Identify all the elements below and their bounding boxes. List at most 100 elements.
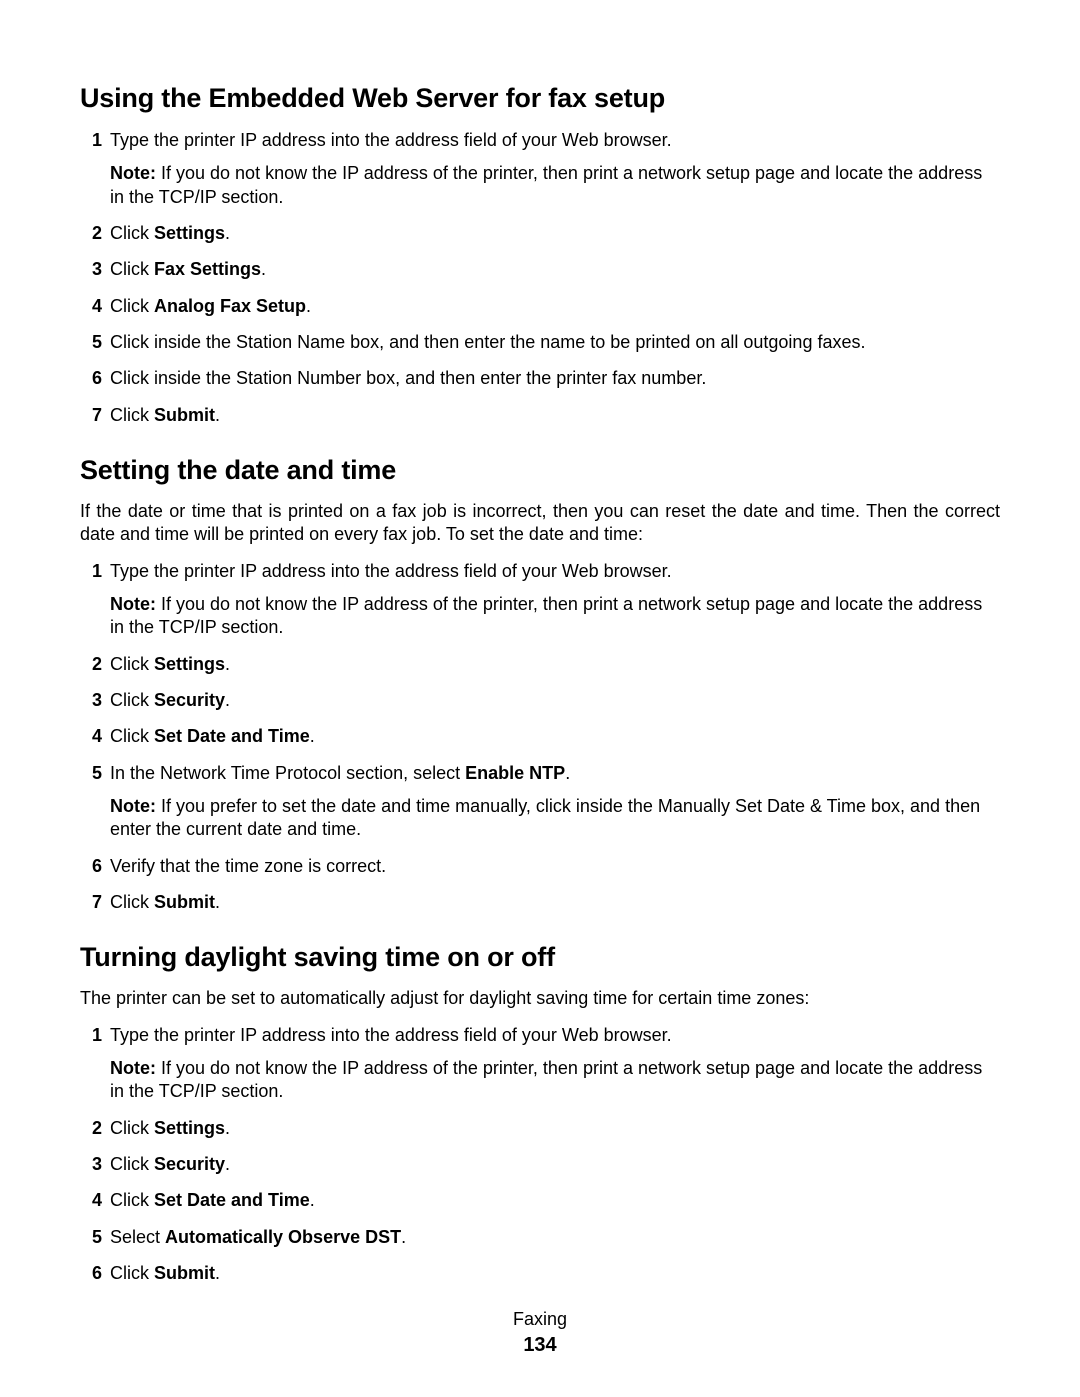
step-pre: Type the printer IP address into the add… bbox=[110, 130, 672, 150]
step-text: Click Submit. bbox=[110, 1263, 220, 1283]
step-text: Verify that the time zone is correct. bbox=[110, 856, 386, 876]
note-text: If you do not know the IP address of the… bbox=[110, 594, 982, 637]
step-pre: Click bbox=[110, 1154, 154, 1174]
step-bold: Fax Settings bbox=[154, 259, 261, 279]
step-text: Click Submit. bbox=[110, 892, 220, 912]
section-heading: Setting the date and time bbox=[80, 455, 1000, 486]
note-text: If you do not know the IP address of the… bbox=[110, 1058, 982, 1101]
step-pre: Click bbox=[110, 1190, 154, 1210]
step-bold: Enable NTP bbox=[465, 763, 565, 783]
note-label: Note: bbox=[110, 1058, 156, 1078]
step-text: Click inside the Station Name box, and t… bbox=[110, 332, 865, 352]
step-item: Select Automatically Observe DST. bbox=[80, 1225, 1000, 1249]
step-note: Note: If you prefer to set the date and … bbox=[110, 795, 1000, 842]
step-post: . bbox=[225, 654, 230, 674]
step-list: Type the printer IP address into the add… bbox=[80, 559, 1000, 915]
step-pre: Verify that the time zone is correct. bbox=[110, 856, 386, 876]
step-bold: Set Date and Time bbox=[154, 1190, 310, 1210]
step-pre: Click bbox=[110, 654, 154, 674]
step-pre: Click bbox=[110, 690, 154, 710]
step-bold: Submit bbox=[154, 405, 215, 425]
step-text: Type the printer IP address into the add… bbox=[110, 130, 672, 150]
step-item: Click Fax Settings. bbox=[80, 257, 1000, 281]
step-pre: Click bbox=[110, 1118, 154, 1138]
step-post: . bbox=[261, 259, 266, 279]
note-text: If you do not know the IP address of the… bbox=[110, 163, 982, 206]
step-bold: Set Date and Time bbox=[154, 726, 310, 746]
step-post: . bbox=[215, 892, 220, 912]
step-item: Click Settings. bbox=[80, 221, 1000, 245]
step-pre: In the Network Time Protocol section, se… bbox=[110, 763, 465, 783]
section-intro: The printer can be set to automatically … bbox=[80, 987, 1000, 1010]
step-pre: Select bbox=[110, 1227, 165, 1247]
step-item: Type the printer IP address into the add… bbox=[80, 1023, 1000, 1104]
step-list: Type the printer IP address into the add… bbox=[80, 1023, 1000, 1286]
step-pre: Type the printer IP address into the add… bbox=[110, 561, 672, 581]
step-item: Click Submit. bbox=[80, 1261, 1000, 1285]
step-bold: Security bbox=[154, 690, 225, 710]
step-pre: Click bbox=[110, 259, 154, 279]
step-text: Type the printer IP address into the add… bbox=[110, 1025, 672, 1045]
step-post: . bbox=[225, 223, 230, 243]
step-list: Type the printer IP address into the add… bbox=[80, 128, 1000, 427]
step-bold: Security bbox=[154, 1154, 225, 1174]
step-pre: Click bbox=[110, 405, 154, 425]
step-item: Click Security. bbox=[80, 688, 1000, 712]
step-item: Type the printer IP address into the add… bbox=[80, 128, 1000, 209]
step-item: Click inside the Station Number box, and… bbox=[80, 366, 1000, 390]
step-text: Type the printer IP address into the add… bbox=[110, 561, 672, 581]
step-item: Click inside the Station Name box, and t… bbox=[80, 330, 1000, 354]
step-item: In the Network Time Protocol section, se… bbox=[80, 761, 1000, 842]
note-label: Note: bbox=[110, 796, 156, 816]
step-item: Click Analog Fax Setup. bbox=[80, 294, 1000, 318]
step-bold: Settings bbox=[154, 654, 225, 674]
section-intro: If the date or time that is printed on a… bbox=[80, 500, 1000, 547]
step-item: Click Set Date and Time. bbox=[80, 1188, 1000, 1212]
step-pre: Click inside the Station Number box, and… bbox=[110, 368, 706, 388]
step-post: . bbox=[310, 726, 315, 746]
step-text: In the Network Time Protocol section, se… bbox=[110, 763, 570, 783]
section-heading: Using the Embedded Web Server for fax se… bbox=[80, 83, 1000, 114]
step-pre: Click bbox=[110, 1263, 154, 1283]
footer-category: Faxing bbox=[0, 1309, 1080, 1330]
step-text: Click Fax Settings. bbox=[110, 259, 266, 279]
step-pre: Click bbox=[110, 892, 154, 912]
step-post: . bbox=[401, 1227, 406, 1247]
step-item: Click Security. bbox=[80, 1152, 1000, 1176]
step-text: Click Settings. bbox=[110, 223, 230, 243]
step-text: Click inside the Station Number box, and… bbox=[110, 368, 706, 388]
footer-page-number: 134 bbox=[0, 1334, 1080, 1357]
step-note: Note: If you do not know the IP address … bbox=[110, 593, 1000, 640]
section-heading: Turning daylight saving time on or off bbox=[80, 942, 1000, 973]
step-post: . bbox=[215, 1263, 220, 1283]
document-body: Using the Embedded Web Server for fax se… bbox=[80, 83, 1000, 1285]
step-text: Click Set Date and Time. bbox=[110, 726, 315, 746]
step-text: Click Submit. bbox=[110, 405, 220, 425]
step-bold: Submit bbox=[154, 1263, 215, 1283]
step-item: Click Submit. bbox=[80, 890, 1000, 914]
step-pre: Click bbox=[110, 296, 154, 316]
step-post: . bbox=[215, 405, 220, 425]
step-post: . bbox=[225, 1154, 230, 1174]
step-item: Verify that the time zone is correct. bbox=[80, 854, 1000, 878]
step-post: . bbox=[306, 296, 311, 316]
step-post: . bbox=[225, 1118, 230, 1138]
page-footer: Faxing 134 bbox=[0, 1309, 1080, 1357]
step-pre: Click bbox=[110, 726, 154, 746]
step-post: . bbox=[565, 763, 570, 783]
step-item: Click Submit. bbox=[80, 403, 1000, 427]
step-item: Type the printer IP address into the add… bbox=[80, 559, 1000, 640]
step-note: Note: If you do not know the IP address … bbox=[110, 1057, 1000, 1104]
step-text: Click Security. bbox=[110, 690, 230, 710]
step-post: . bbox=[310, 1190, 315, 1210]
step-item: Click Settings. bbox=[80, 652, 1000, 676]
step-bold: Submit bbox=[154, 892, 215, 912]
note-label: Note: bbox=[110, 594, 156, 614]
step-note: Note: If you do not know the IP address … bbox=[110, 162, 1000, 209]
step-bold: Automatically Observe DST bbox=[165, 1227, 401, 1247]
step-pre: Click inside the Station Name box, and t… bbox=[110, 332, 865, 352]
step-pre: Click bbox=[110, 223, 154, 243]
step-text: Click Settings. bbox=[110, 654, 230, 674]
step-text: Click Set Date and Time. bbox=[110, 1190, 315, 1210]
step-text: Select Automatically Observe DST. bbox=[110, 1227, 406, 1247]
